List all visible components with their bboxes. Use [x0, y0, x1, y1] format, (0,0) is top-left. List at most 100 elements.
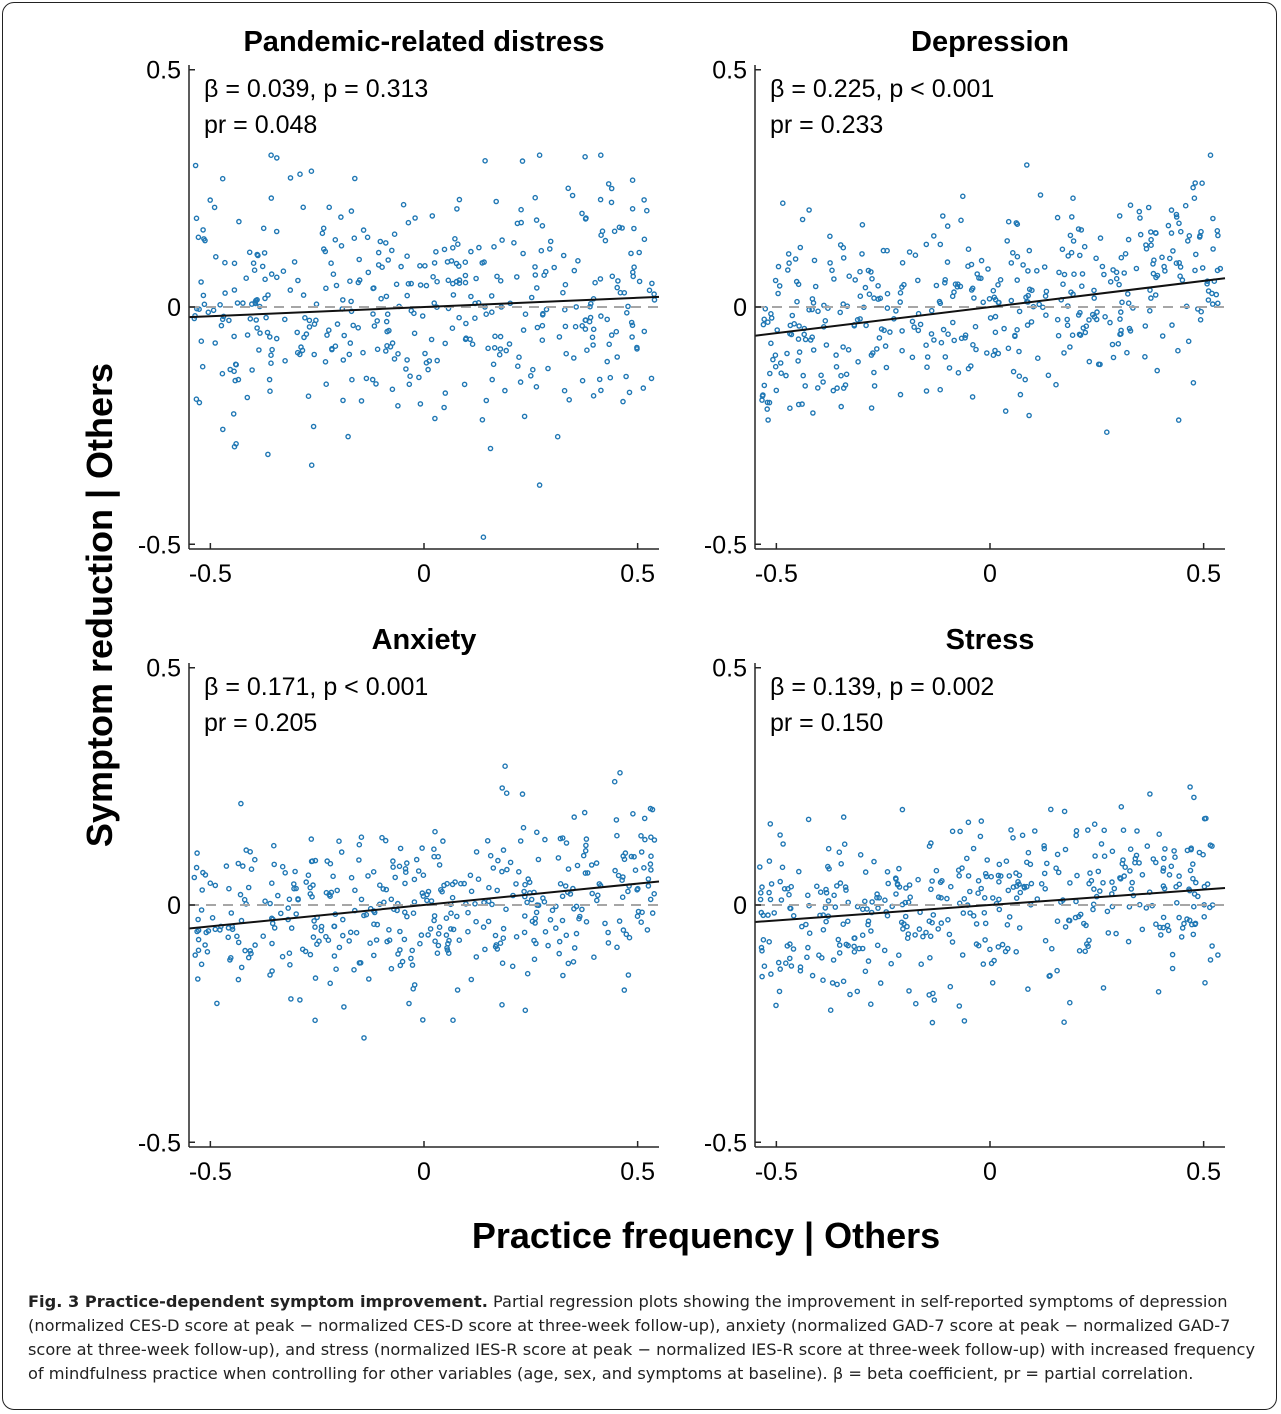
scatter-point: [1055, 332, 1062, 339]
scatter-point: [539, 311, 546, 318]
scatter-point: [1122, 864, 1128, 871]
scatter-point: [1159, 254, 1165, 261]
scatter-point: [338, 214, 344, 220]
scatter-point: [982, 870, 989, 877]
scatter-point: [920, 933, 926, 940]
scatter-point: [308, 462, 315, 469]
scatter-point: [639, 909, 645, 916]
scatter-point: [647, 896, 654, 903]
scatter-point: [997, 276, 1004, 283]
scatter-point: [447, 926, 454, 932]
scatter-point: [195, 936, 202, 943]
scatter-point: [761, 963, 768, 970]
scatter-point: [649, 910, 656, 916]
scatter-point: [877, 980, 884, 986]
scatter-point: [582, 848, 589, 854]
scatter-point: [899, 806, 906, 813]
scatter-point: [983, 873, 990, 880]
scatter-point: [774, 327, 781, 333]
scatter-point: [403, 366, 409, 372]
scatter-point: [915, 277, 921, 284]
scatter-point: [915, 876, 921, 883]
scatter-point: [1160, 868, 1166, 874]
scatter-point: [198, 338, 205, 345]
scatter-point: [805, 816, 812, 823]
scatter-point: [1176, 220, 1182, 227]
scatter-point: [538, 247, 545, 254]
scatter-point: [968, 261, 975, 268]
scatter-point: [799, 923, 805, 930]
scatter-point: [449, 325, 456, 332]
scatter-point: [196, 306, 202, 313]
scatter-point: [382, 837, 389, 844]
scatter-point: [1016, 373, 1023, 380]
scatter-point: [780, 841, 786, 847]
scatter-point: [996, 896, 1002, 903]
scatter-point: [1078, 227, 1085, 233]
scatter-point: [235, 976, 242, 983]
scatter-point: [562, 306, 568, 313]
scatter-point: [528, 896, 535, 903]
scatter-point: [978, 257, 985, 264]
scatter-point: [394, 907, 400, 914]
scatter-point: [310, 934, 317, 940]
scatter-point: [1017, 889, 1024, 896]
scatter-point: [590, 326, 597, 333]
scatter-point: [1171, 848, 1177, 854]
panel-3: -0.5 0 0.5 0.5 0 -0.5 Stress β = 0.139, p = 0.0…: [704, 624, 1226, 1186]
scatter-point: [555, 855, 562, 861]
panel-title: Depression: [911, 26, 1069, 58]
scatter-point: [1154, 367, 1160, 374]
scatter-point: [388, 965, 395, 972]
scatter-point: [1005, 887, 1012, 894]
scatter-point: [605, 929, 611, 936]
scatter-point: [219, 426, 226, 433]
scatter-point: [240, 300, 246, 306]
y-tick-label: 0.5: [146, 57, 181, 85]
scatter-point: [386, 327, 392, 334]
scatter-point: [423, 282, 430, 289]
scatter-point: [348, 874, 355, 881]
scatter-point: [308, 836, 315, 842]
scatter-point: [1010, 835, 1016, 841]
scatter-point: [1100, 880, 1106, 886]
scatter-point: [624, 309, 630, 316]
scatter-point: [965, 873, 972, 879]
scatter-point: [1120, 827, 1127, 834]
scatter-point: [636, 249, 643, 256]
scatter-point: [267, 972, 273, 978]
scatter-point: [1016, 881, 1022, 888]
scatter-points: [191, 763, 658, 1041]
scatter-point: [245, 884, 252, 891]
scatter-point: [1056, 269, 1062, 276]
scatter-point: [432, 938, 438, 945]
scatter-point: [406, 381, 413, 388]
scatter-point: [640, 385, 647, 391]
scatter-point: [937, 879, 944, 886]
scatter-point: [978, 275, 984, 282]
scatter-point: [311, 918, 317, 924]
scatter-point: [1076, 948, 1083, 954]
scatter-point: [1075, 312, 1082, 318]
scatter-point: [1189, 921, 1195, 928]
scatter-point: [1034, 267, 1040, 274]
scatter-point: [869, 275, 875, 282]
scatter-point: [397, 928, 403, 935]
scatter-point: [395, 350, 401, 357]
y-tick-label: 0.5: [712, 655, 747, 683]
scatter-point: [1077, 252, 1083, 259]
scatter-point: [534, 285, 540, 291]
scatter-point: [834, 981, 840, 988]
scatter-point: [1075, 226, 1082, 232]
scatter-point: [929, 1019, 936, 1026]
scatter-point: [420, 872, 427, 879]
scatter-point: [614, 832, 620, 839]
scatter-point: [450, 926, 457, 933]
scatter-point: [261, 250, 268, 256]
scatter-point: [487, 852, 494, 859]
scatter-point: [1143, 905, 1150, 911]
scatter-point: [834, 385, 840, 391]
scatter-point: [868, 405, 875, 411]
scatter-point: [331, 953, 338, 959]
scatter-point: [857, 316, 863, 322]
